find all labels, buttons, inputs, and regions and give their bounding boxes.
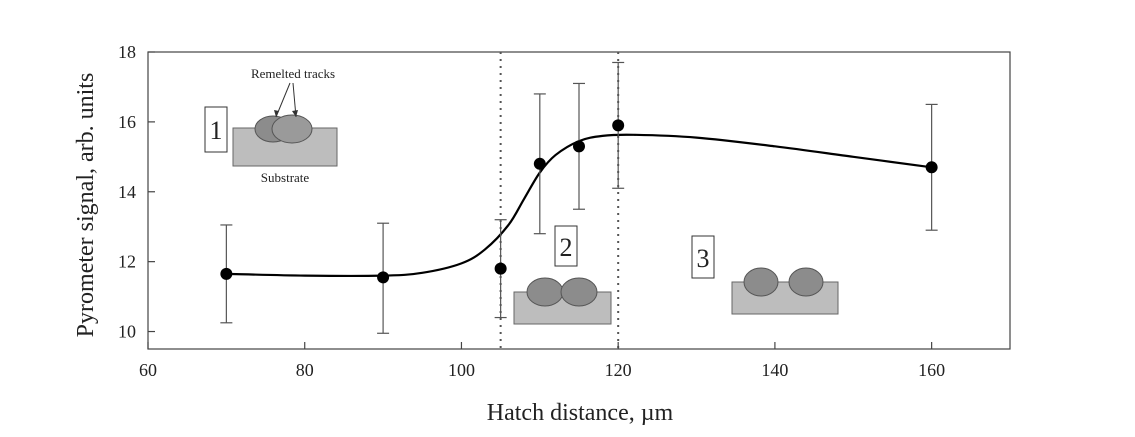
region-1-inset: 1 Remelted tracks Substrate (204, 66, 338, 185)
region-3-label-box (691, 235, 715, 279)
region-3-label: 3 (697, 244, 710, 273)
x-tick-label: 60 (139, 360, 157, 380)
y-axis-ticks: 10 12 14 16 18 (118, 42, 155, 342)
remelted-tracks-label: Remelted tracks (251, 66, 335, 81)
x-tick-label: 140 (761, 360, 788, 380)
region-3-inset: 3 (691, 235, 839, 315)
y-tick-label: 14 (118, 182, 136, 202)
data-point (533, 157, 546, 170)
track-2b (560, 277, 598, 307)
x-tick-label: 100 (448, 360, 475, 380)
data-point (494, 262, 507, 275)
data-point (573, 140, 585, 153)
y-tick-label: 16 (118, 112, 136, 132)
substrate-label: Substrate (261, 170, 310, 185)
x-tick-label: 80 (296, 360, 314, 380)
y-tick-label: 12 (118, 252, 136, 272)
track-3a (743, 267, 779, 297)
y-axis-title: Pyrometer signal, arb. units (73, 73, 99, 338)
data-point (612, 119, 625, 132)
x-axis-title: Hatch distance, µm (487, 400, 674, 426)
track-1b (271, 114, 313, 144)
region-2-inset: 2 (513, 225, 612, 325)
x-axis-ticks: 60 80 100 120 140 160 (139, 342, 945, 380)
region-1-label-box (204, 106, 228, 153)
data-point (925, 161, 938, 174)
track-2a (526, 277, 564, 307)
x-tick-label: 160 (918, 360, 945, 380)
y-tick-label: 10 (118, 322, 136, 342)
region-1-label: 1 (210, 116, 223, 145)
region-2-label: 2 (560, 233, 573, 262)
data-points (220, 119, 938, 284)
data-point (377, 271, 390, 284)
track-3b (788, 267, 824, 297)
region-2-label-box (554, 225, 578, 267)
x-tick-label: 120 (605, 360, 632, 380)
arrowhead-1 (274, 110, 279, 117)
plot-area-frame (147, 51, 1011, 350)
data-point (220, 267, 233, 280)
arrowhead-2 (292, 110, 298, 117)
y-tick-label: 18 (118, 42, 136, 62)
